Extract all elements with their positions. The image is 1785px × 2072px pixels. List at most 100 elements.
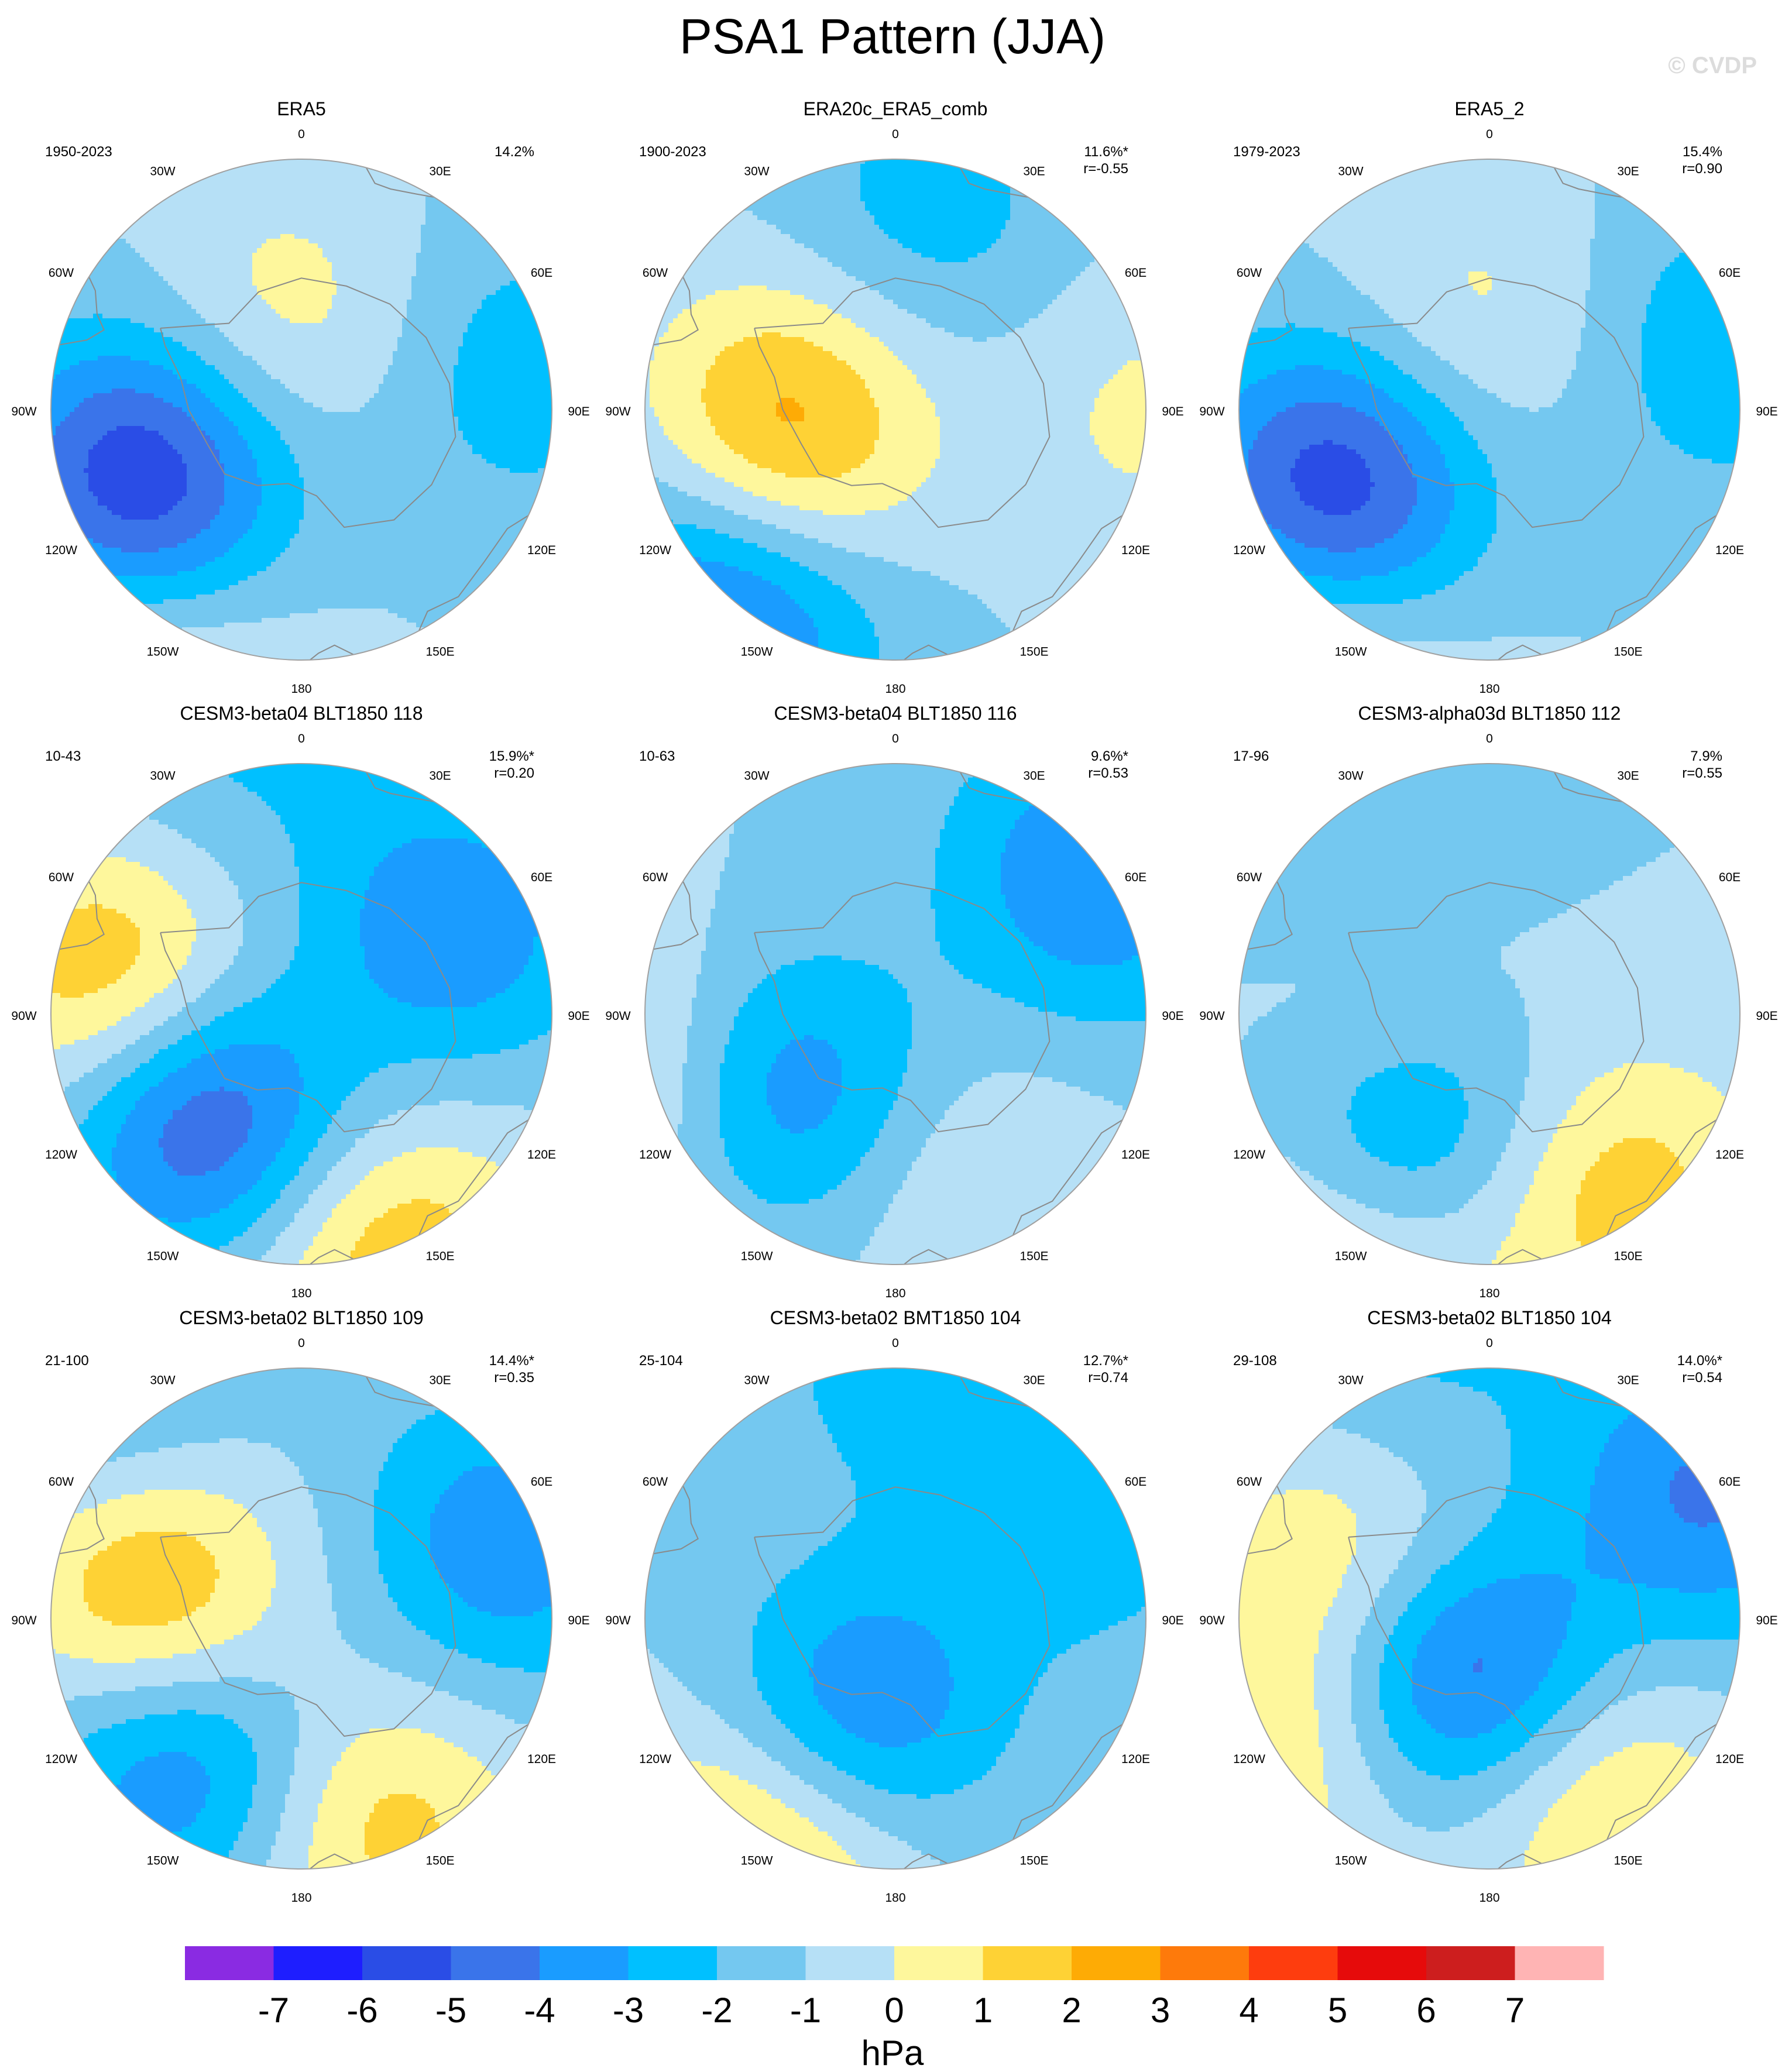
colorbar-tick-label: 2: [1062, 1991, 1081, 2030]
longitude-label: 90W: [1199, 1009, 1224, 1023]
longitude-label: 180: [291, 1891, 311, 1905]
longitude-label: 30W: [744, 1374, 769, 1387]
longitude-label: 120W: [639, 544, 671, 557]
colorbar-tick-label: -1: [790, 1991, 821, 2030]
longitude-label: 30E: [429, 769, 451, 783]
longitude-label: 120E: [527, 1753, 556, 1766]
panel-percent: 15.4%: [1683, 144, 1722, 160]
map-panel: 030E60E90E120E150E180150W120W90W60W30WCE…: [605, 703, 1183, 1300]
map-panel: 030E60E90E120E150E180150W120W90W60W30WER…: [605, 98, 1183, 696]
map-panel: 030E60E90E120E150E180150W120W90W60W30WCE…: [11, 703, 589, 1300]
panel-correlation: r=0.54: [1682, 1370, 1722, 1386]
longitude-label: 0: [298, 1336, 305, 1350]
longitude-label: 150W: [147, 645, 179, 659]
colorbar-tick-label: -2: [701, 1991, 732, 2030]
panel-percent: 14.0%*: [1677, 1353, 1722, 1369]
panel-years: 10-43: [45, 748, 81, 764]
longitude-label: 60E: [531, 1475, 552, 1489]
colorbar-box: [894, 1946, 983, 1980]
colorbar-tick-label: -5: [435, 1991, 466, 2030]
longitude-label: 90W: [605, 405, 630, 418]
longitude-label: 120W: [1233, 1148, 1265, 1162]
longitude-label: 30W: [150, 1374, 175, 1387]
longitude-label: 180: [1479, 1287, 1499, 1300]
longitude-label: 60W: [49, 871, 74, 884]
panel-correlation: r=0.55: [1682, 765, 1722, 781]
colorbar-box: [1249, 1946, 1338, 1980]
longitude-label: 150W: [1335, 1854, 1367, 1868]
longitude-label: 60E: [1719, 871, 1741, 884]
longitude-label: 120E: [527, 1148, 556, 1162]
panel-title: CESM3-beta02 BLT1850 104: [1367, 1307, 1611, 1328]
longitude-label: 90E: [1756, 1614, 1777, 1627]
colorbar-tick-label: 6: [1416, 1991, 1436, 2030]
pressure-field: [1239, 159, 1741, 661]
longitude-label: 150E: [425, 1250, 454, 1263]
panel-title: ERA20c_ERA5_comb: [804, 98, 988, 119]
pressure-field: [51, 1368, 552, 1870]
longitude-label: 150E: [1614, 1250, 1642, 1263]
panel-years: 17-96: [1233, 748, 1269, 764]
longitude-label: 60W: [49, 266, 74, 280]
panel-title: ERA5_2: [1454, 98, 1524, 119]
colorbar-tick-label: 7: [1505, 1991, 1525, 2030]
colorbar-box: [1161, 1946, 1250, 1980]
colorbar-tick-label: -3: [613, 1991, 644, 2030]
pressure-field: [1239, 1368, 1741, 1870]
longitude-label: 60E: [531, 871, 552, 884]
longitude-label: 120E: [1715, 1148, 1744, 1162]
longitude-label: 120W: [45, 544, 77, 557]
longitude-label: 90E: [1162, 1009, 1183, 1023]
longitude-label: 60E: [1719, 266, 1741, 280]
longitude-label: 30E: [429, 1374, 451, 1387]
longitude-label: 90W: [11, 1614, 36, 1627]
longitude-label: 120W: [45, 1148, 77, 1162]
colorbar-tick-label: 1: [973, 1991, 993, 2030]
panel-years: 1950-2023: [45, 144, 112, 160]
panel-title: CESM3-beta02 BLT1850 109: [179, 1307, 423, 1328]
longitude-label: 90W: [1199, 1614, 1224, 1627]
pressure-field: [1239, 764, 1741, 1265]
longitude-label: 30W: [744, 769, 769, 783]
longitude-label: 30W: [1338, 1374, 1363, 1387]
panel-years: 21-100: [45, 1353, 89, 1369]
longitude-label: 180: [1479, 1891, 1499, 1905]
colorbar-box: [362, 1946, 451, 1980]
map-panel: 030E60E90E120E150E180150W120W90W60W30WER…: [1199, 98, 1777, 696]
longitude-label: 150E: [1614, 1854, 1642, 1868]
longitude-label: 90E: [1162, 1614, 1183, 1627]
panel-years: 25-104: [639, 1353, 683, 1369]
longitude-label: 0: [1486, 1336, 1493, 1350]
longitude-label: 120W: [1233, 544, 1265, 557]
longitude-label: 90E: [1162, 405, 1183, 418]
longitude-label: 180: [1479, 682, 1499, 696]
panel-percent: 14.4%*: [489, 1353, 534, 1369]
longitude-label: 120W: [45, 1753, 77, 1766]
longitude-label: 180: [885, 1891, 905, 1905]
longitude-label: 150E: [1019, 1250, 1048, 1263]
longitude-label: 150E: [1019, 1854, 1048, 1868]
longitude-label: 180: [885, 682, 905, 696]
panel-correlation: r=0.53: [1088, 765, 1128, 781]
longitude-label: 180: [885, 1287, 905, 1300]
longitude-label: 150E: [425, 1854, 454, 1868]
longitude-label: 120W: [639, 1753, 671, 1766]
longitude-label: 30W: [150, 165, 175, 178]
longitude-label: 90E: [568, 1009, 589, 1023]
longitude-label: 150W: [1335, 1250, 1367, 1263]
panel-title: ERA5: [277, 98, 326, 119]
colorbar-tick-label: -7: [258, 1991, 289, 2030]
panel-years: 1900-2023: [639, 144, 706, 160]
panel-correlation: r=-0.55: [1083, 161, 1128, 177]
map-panel: 030E60E90E120E150E180150W120W90W60W30WCE…: [1199, 1307, 1777, 1905]
longitude-label: 120E: [1715, 1753, 1744, 1766]
longitude-label: 30W: [744, 165, 769, 178]
longitude-label: 60E: [531, 266, 552, 280]
map-panel: 030E60E90E120E150E180150W120W90W60W30WCE…: [605, 1307, 1183, 1905]
colorbar-box: [540, 1946, 629, 1980]
panel-title: CESM3-alpha03d BLT1850 112: [1358, 703, 1621, 724]
longitude-label: 120E: [527, 544, 556, 557]
panel-years: 10-63: [639, 748, 675, 764]
longitude-label: 60W: [643, 1475, 668, 1489]
longitude-label: 150W: [741, 1854, 773, 1868]
